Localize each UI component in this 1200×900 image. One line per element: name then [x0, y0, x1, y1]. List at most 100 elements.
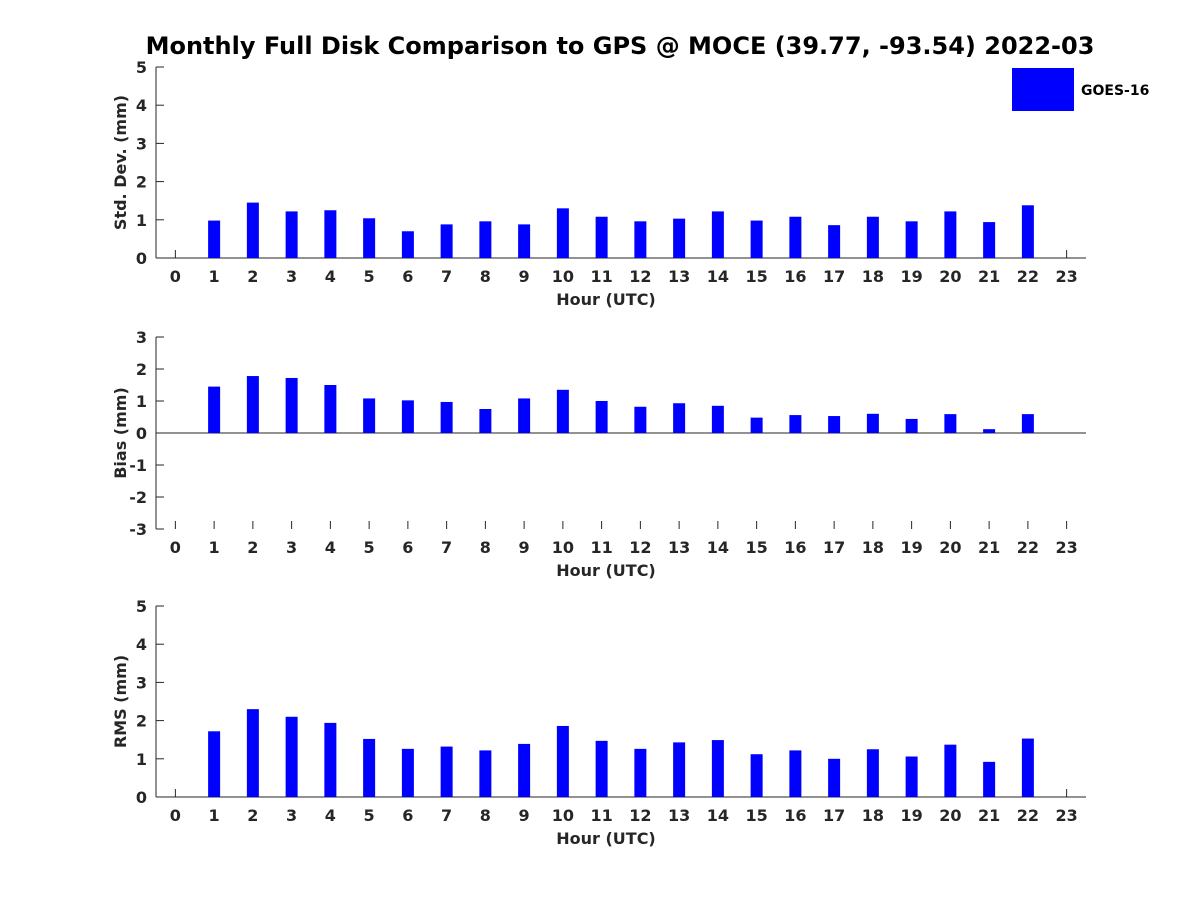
legend-swatch	[1012, 68, 1074, 111]
std-dev-bar	[440, 224, 453, 258]
std-dev-bar	[1021, 205, 1034, 258]
bias-x-tick-label: 11	[590, 538, 612, 557]
rms-bar	[324, 722, 337, 797]
bias-x-tick-label: 18	[862, 538, 884, 557]
std-dev-bar	[983, 222, 996, 258]
rms-bar	[866, 749, 879, 797]
std-dev-x-tick-label: 19	[900, 267, 922, 286]
bias-bar	[711, 405, 724, 433]
rms-bar	[673, 742, 686, 797]
rms-y-axis-label: RMS (mm)	[111, 655, 130, 748]
rms-x-tick-label: 1	[209, 806, 220, 825]
std-dev-x-tick-label: 10	[552, 267, 574, 286]
bias-x-tick-label: 16	[784, 538, 806, 557]
bias-x-tick-label: 14	[707, 538, 729, 557]
bias-x-tick-label: 1	[209, 538, 220, 557]
rms-x-tick-label: 3	[286, 806, 297, 825]
std-dev-x-tick-label: 4	[325, 267, 336, 286]
bias-x-tick-label: 13	[668, 538, 690, 557]
rms-bar	[479, 750, 492, 797]
std-dev-bar	[711, 211, 724, 258]
rms-x-tick-label: 7	[441, 806, 452, 825]
rms-y-tick-label: 4	[136, 635, 147, 654]
std-dev-y-tick-label: 5	[136, 58, 147, 77]
std-dev-x-tick-label: 21	[978, 267, 1000, 286]
rms-bar	[208, 731, 221, 797]
bias-bar	[983, 429, 996, 433]
std-dev-x-tick-label: 20	[939, 267, 961, 286]
std-dev-x-tick-label: 8	[480, 267, 491, 286]
bias-bar	[1021, 414, 1034, 433]
rms-bar	[556, 725, 569, 797]
bias-x-tick-label: 5	[364, 538, 375, 557]
bias-x-tick-label: 3	[286, 538, 297, 557]
bias-y-tick-label: 3	[136, 328, 147, 347]
rms-x-tick-label: 14	[707, 806, 729, 825]
std-dev-y-tick-label: 1	[136, 211, 147, 230]
bias-x-tick-label: 7	[441, 538, 452, 557]
bias-y-tick-label: -1	[129, 456, 147, 475]
legend: GOES-16	[1012, 68, 1149, 111]
std-dev-bar	[246, 202, 259, 258]
rms-x-tick-label: 4	[325, 806, 336, 825]
rms-x-tick-label: 20	[939, 806, 961, 825]
std-dev-bar	[324, 210, 337, 258]
bias-bar	[479, 409, 492, 433]
rms-x-tick-label: 21	[978, 806, 1000, 825]
rms-x-tick-label: 2	[247, 806, 258, 825]
bias-x-axis-label: Hour (UTC)	[556, 561, 656, 580]
bias-y-tick-label: -3	[129, 520, 147, 539]
std-dev-bar	[208, 220, 221, 258]
bias-y-tick-label: 0	[136, 424, 147, 443]
std-dev-bar	[401, 231, 414, 258]
rms-y-tick-label: 3	[136, 673, 147, 692]
rms-y-tick-label: 0	[136, 788, 147, 807]
bias-bar	[905, 418, 918, 433]
bias-x-tick-label: 6	[402, 538, 413, 557]
std-dev-x-tick-label: 6	[402, 267, 413, 286]
bias-bar	[363, 398, 376, 433]
std-dev-x-tick-label: 9	[519, 267, 530, 286]
std-dev-y-tick-label: 0	[136, 249, 147, 268]
rms-bar	[285, 716, 298, 797]
bias-x-tick-label: 8	[480, 538, 491, 557]
rms-bar	[363, 738, 376, 797]
std-dev-x-tick-label: 2	[247, 267, 258, 286]
rms-bar	[750, 754, 763, 797]
rms-x-tick-label: 16	[784, 806, 806, 825]
std-dev-bar	[789, 216, 802, 258]
std-dev-x-tick-label: 14	[707, 267, 729, 286]
std-dev-bar	[866, 216, 879, 258]
rms-bar	[440, 746, 453, 797]
std-dev-x-tick-label: 13	[668, 267, 690, 286]
std-dev-bar	[595, 216, 608, 258]
bias-x-tick-label: 12	[629, 538, 651, 557]
bias-bar	[246, 376, 259, 433]
rms-bar	[905, 756, 918, 797]
legend-label: GOES-16	[1081, 83, 1149, 99]
rms-x-tick-label: 11	[590, 806, 612, 825]
rms-bar	[711, 740, 724, 797]
rms-x-tick-label: 0	[170, 806, 181, 825]
rms-bar	[828, 758, 841, 797]
bias-x-tick-label: 10	[552, 538, 574, 557]
bias-bar	[828, 416, 841, 433]
rms-x-axis-label: Hour (UTC)	[556, 829, 656, 848]
std-dev-bar	[479, 221, 492, 258]
bias-bar	[518, 398, 531, 433]
rms-x-tick-label: 15	[745, 806, 767, 825]
bias-x-tick-label: 4	[325, 538, 336, 557]
rms-x-tick-label: 19	[900, 806, 922, 825]
bias-bar	[556, 389, 569, 433]
rms-x-tick-label: 6	[402, 806, 413, 825]
bias-bar	[208, 386, 221, 433]
bias-bar	[595, 401, 608, 433]
rms-bar	[944, 744, 957, 797]
std-dev-bar	[634, 221, 647, 258]
bias-x-tick-label: 20	[939, 538, 961, 557]
std-dev-x-tick-label: 12	[629, 267, 651, 286]
std-dev-x-tick-label: 15	[745, 267, 767, 286]
bias-bar	[440, 401, 453, 433]
